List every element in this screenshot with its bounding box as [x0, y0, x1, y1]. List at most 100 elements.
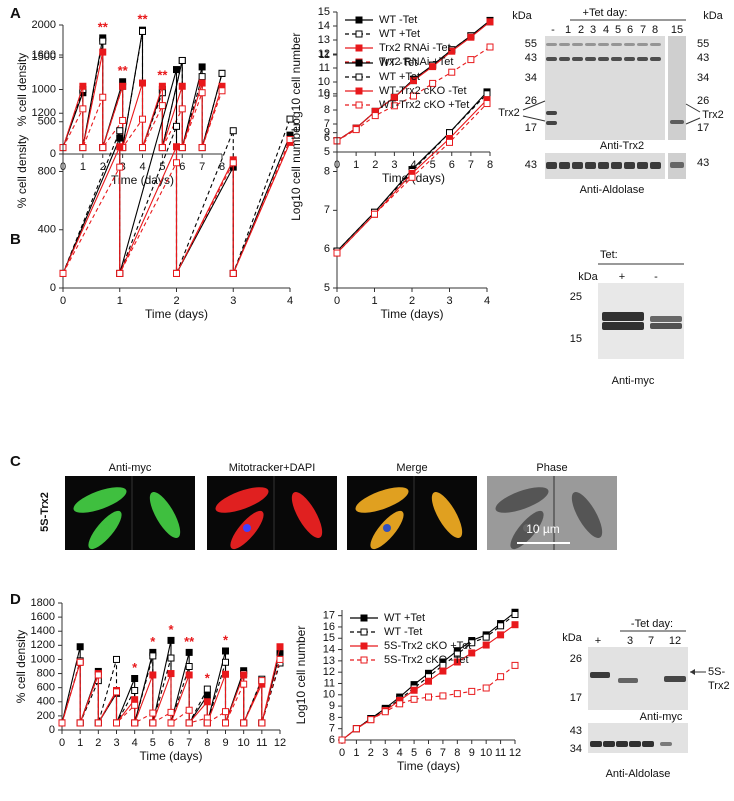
annotation: *	[168, 622, 174, 637]
marker-label: 55	[525, 38, 537, 50]
y-tick-label: 7	[324, 118, 330, 130]
band-label: Trx2	[702, 109, 724, 121]
legend-label: 5S-Trx2 cKO -Tet	[384, 654, 469, 666]
marker	[410, 92, 417, 100]
x-tick-label: 1	[117, 295, 123, 307]
marker	[229, 159, 237, 167]
annotation: *	[132, 660, 138, 675]
marker	[185, 671, 193, 679]
y-tick-label: 8	[329, 711, 335, 723]
marker-label: 34	[525, 72, 537, 84]
arrow-head	[690, 669, 695, 675]
marker	[371, 210, 378, 218]
marker-label: 17	[570, 692, 582, 704]
marker	[76, 643, 84, 651]
series-line	[62, 51, 223, 148]
band	[637, 43, 648, 46]
marker	[173, 66, 180, 74]
marker	[173, 143, 180, 151]
column-label: Mitotracker+DAPI	[229, 462, 316, 474]
x-tick-label: 0	[334, 295, 340, 307]
antibody-label: Anti-Aldolase	[580, 184, 645, 196]
y-tick-label: 9	[324, 127, 330, 139]
marker	[79, 82, 87, 90]
x-tick-label: 3	[230, 295, 236, 307]
legend-label: WT +Tet	[379, 28, 420, 40]
marker-label: 43	[525, 52, 537, 64]
blot	[588, 723, 688, 753]
y-axis-label: % cell density	[14, 630, 28, 703]
marker	[360, 642, 368, 650]
marker	[178, 56, 186, 64]
marker	[286, 135, 294, 143]
marker	[482, 633, 490, 641]
x-tick-label: 6	[425, 747, 431, 759]
nucleus	[101, 524, 109, 532]
marker	[355, 101, 363, 109]
band	[602, 322, 644, 330]
y-tick-label: 16	[323, 621, 335, 633]
band	[598, 57, 609, 61]
marker	[468, 639, 476, 647]
x-tick-label: 4	[132, 737, 138, 749]
micrograph	[207, 476, 337, 550]
marker	[355, 16, 363, 24]
marker	[76, 719, 84, 727]
marker-label: 34	[570, 743, 582, 755]
y-tick-label: 200	[37, 710, 55, 722]
annotation: *	[223, 632, 229, 647]
marker	[149, 719, 157, 727]
y-tick-label: 10	[323, 689, 335, 701]
legend-label: WT +Tet	[384, 612, 425, 624]
annotation: **	[157, 68, 168, 83]
x-tick-label: 1	[353, 159, 359, 171]
band	[546, 121, 557, 125]
marker	[198, 89, 206, 97]
x-tick-label: 8	[204, 737, 210, 749]
y-tick-label: 8	[324, 104, 330, 116]
x-tick-label: 6	[168, 737, 174, 749]
marker	[448, 68, 456, 76]
lane-label: -	[654, 271, 658, 283]
marker	[511, 621, 519, 629]
marker	[355, 44, 363, 52]
x-tick-label: 0	[339, 747, 345, 759]
antibody-label: Anti-Aldolase	[606, 768, 671, 780]
marker	[167, 719, 175, 727]
x-tick-label: 10	[480, 747, 492, 759]
marker	[167, 636, 175, 644]
lane-label: +	[595, 635, 601, 647]
marker	[139, 79, 146, 87]
series-line	[62, 139, 291, 274]
blot	[545, 36, 665, 140]
band	[660, 742, 672, 746]
x-tick-label: 5	[150, 737, 156, 749]
y-axis-label: Log10 cell number	[289, 33, 303, 132]
marker	[149, 652, 157, 660]
x-tick-label: 9	[222, 737, 228, 749]
x-tick-label: 3	[382, 747, 388, 759]
marker	[467, 33, 475, 41]
band-label: Trx2	[708, 680, 730, 692]
legend-label: WT +Tet	[379, 71, 420, 83]
marker	[240, 671, 248, 679]
micrograph	[347, 476, 477, 550]
y-tick-label: 10	[318, 76, 330, 88]
series-line	[336, 93, 488, 252]
legend-label: WT -Tet	[379, 57, 417, 69]
lane-label: 8	[652, 24, 658, 36]
marker	[355, 73, 363, 81]
y-tick-label: 10	[318, 88, 330, 100]
panel-label: A	[10, 5, 21, 22]
marker	[486, 43, 494, 51]
band	[611, 43, 622, 46]
marker	[258, 677, 266, 685]
x-tick-label: 1	[371, 295, 377, 307]
panel-label: C	[10, 453, 21, 470]
marker	[511, 661, 519, 669]
lane-label: 12	[669, 635, 681, 647]
marker	[203, 685, 211, 693]
marker-label: 26	[525, 95, 537, 107]
marker	[218, 87, 226, 95]
